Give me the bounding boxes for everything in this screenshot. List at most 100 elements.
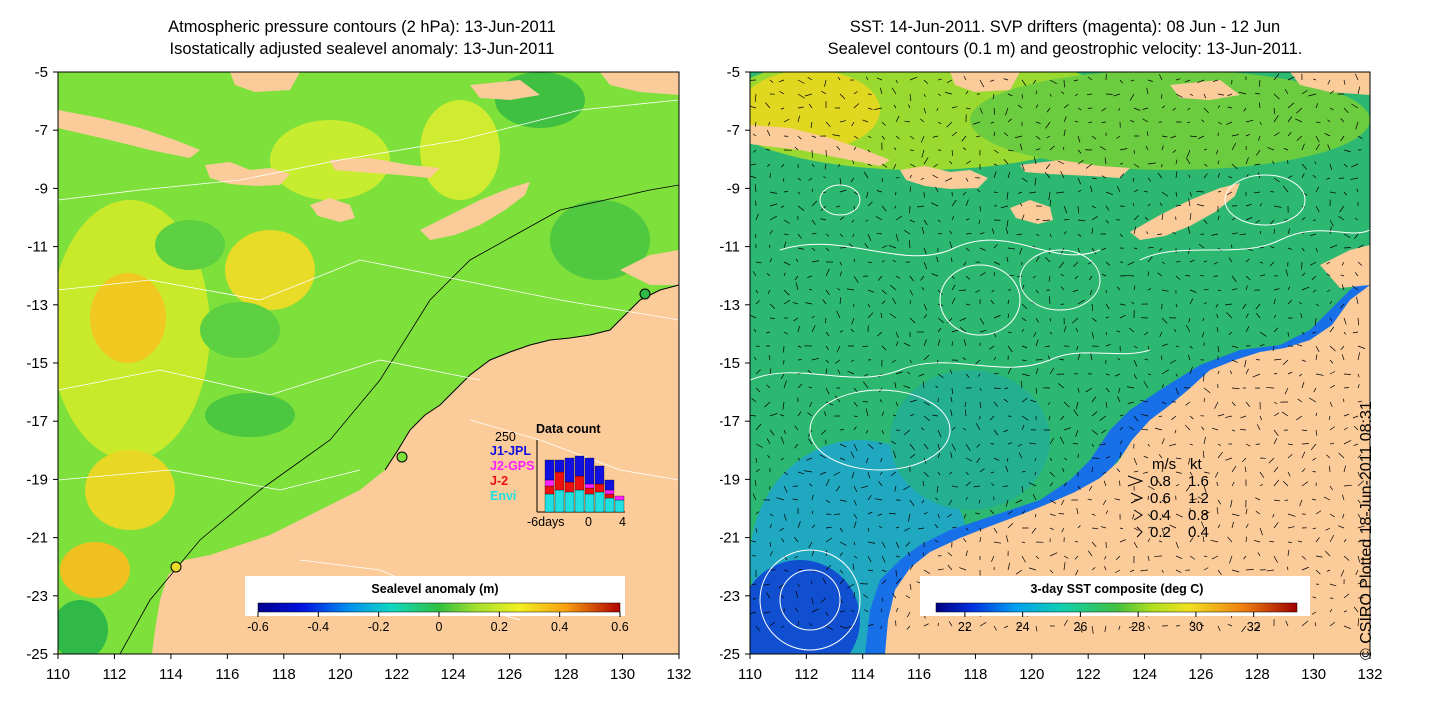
velocity-arrow bbox=[766, 272, 771, 277]
velocity-arrow bbox=[963, 75, 967, 81]
velocity-arrow bbox=[1354, 425, 1359, 431]
velocity-arrow bbox=[1099, 443, 1107, 446]
velocity-arrow bbox=[1272, 513, 1275, 518]
velocity-arrow bbox=[794, 146, 799, 151]
velocity-arrow bbox=[1203, 387, 1211, 394]
velocity-arrow bbox=[1161, 191, 1169, 197]
velocity-arrow bbox=[909, 359, 912, 363]
velocity-arrow bbox=[979, 79, 985, 88]
velocity-arrow bbox=[1091, 466, 1094, 473]
velocity-arrow bbox=[1119, 440, 1123, 445]
velocity-arrow bbox=[1088, 485, 1093, 491]
x-tick-label: 130 bbox=[1301, 666, 1326, 683]
inset-bar-segment bbox=[574, 489, 585, 513]
velocity-arrow bbox=[792, 498, 799, 501]
velocity-arrow bbox=[853, 499, 857, 506]
velocity-arrow bbox=[1226, 121, 1233, 125]
velocity-arrow bbox=[903, 429, 911, 435]
velocity-arrow bbox=[895, 607, 899, 613]
velocity-arrow bbox=[1105, 373, 1110, 376]
inset-bar-segment bbox=[604, 479, 615, 491]
velocity-arrow bbox=[1128, 426, 1135, 431]
velocity-arrow bbox=[1329, 513, 1335, 518]
velocity-arrow bbox=[1315, 345, 1320, 352]
velocity-arrow bbox=[1245, 216, 1253, 221]
velocity-arrow bbox=[1172, 149, 1177, 154]
velocity-arrow bbox=[1129, 327, 1135, 333]
velocity-arrow bbox=[754, 184, 757, 193]
x-tick-label: 118 bbox=[272, 666, 296, 683]
velocity-arrow bbox=[937, 568, 944, 571]
velocity-arrow bbox=[808, 103, 813, 109]
colorbar-tick-label: 32 bbox=[1247, 620, 1261, 634]
x-tick-label: 126 bbox=[497, 666, 522, 683]
velocity-arrow bbox=[1021, 541, 1026, 544]
velocity-arrow bbox=[1021, 373, 1030, 377]
velocity-arrow bbox=[903, 342, 911, 347]
velocity-arrow bbox=[1353, 233, 1359, 240]
velocity-arrow bbox=[975, 423, 981, 431]
velocity-arrow bbox=[783, 261, 791, 266]
bali-lombok-islands bbox=[900, 166, 988, 189]
velocity-arrow bbox=[825, 331, 830, 337]
velocity-arrow bbox=[1015, 569, 1023, 575]
velocity-arrow bbox=[1174, 328, 1177, 333]
velocity-arrow bbox=[769, 551, 774, 557]
velocity-arrow bbox=[931, 273, 939, 277]
velocity-arrow bbox=[1119, 314, 1126, 319]
velocity-arrow bbox=[909, 76, 918, 81]
velocity-arrow bbox=[808, 288, 813, 291]
velocity-arrow bbox=[839, 610, 846, 613]
velocity-arrow bbox=[993, 372, 1000, 375]
velocity-arrow bbox=[1161, 569, 1164, 573]
velocity-arrow bbox=[1244, 359, 1247, 368]
velocity-arrow bbox=[846, 288, 855, 291]
velocity-arrow bbox=[993, 244, 998, 249]
velocity-arrow bbox=[1105, 510, 1109, 515]
velocity-arrow bbox=[1147, 443, 1150, 447]
velocity-arrow bbox=[1119, 527, 1124, 530]
velocity-arrow bbox=[965, 107, 971, 110]
velocity-arrow bbox=[1058, 513, 1065, 515]
velocity-arrow bbox=[979, 107, 983, 114]
australia-landmass bbox=[885, 285, 1370, 654]
velocity-arrow bbox=[867, 163, 872, 166]
velocity-arrow bbox=[959, 567, 967, 571]
velocity-arrow bbox=[1014, 135, 1023, 139]
anomaly-patch bbox=[420, 100, 500, 200]
velocity-arrow bbox=[920, 275, 925, 281]
velocity-arrow bbox=[1217, 121, 1223, 125]
velocity-arrow bbox=[797, 471, 805, 475]
velocity-arrow bbox=[809, 401, 813, 408]
velocity-arrow bbox=[1116, 286, 1121, 291]
velocity-arrow bbox=[1297, 398, 1303, 403]
velocity-arrow bbox=[1216, 507, 1219, 515]
velocity-arrow bbox=[1044, 345, 1051, 348]
velocity-arrow bbox=[951, 297, 956, 305]
velocity-arrow bbox=[1287, 286, 1291, 291]
velocity-arrow bbox=[779, 91, 785, 95]
velocity-arrow bbox=[977, 373, 981, 377]
velocity-arrow bbox=[778, 593, 785, 599]
velocity-arrow bbox=[1147, 538, 1151, 543]
velocity-arrow bbox=[979, 622, 987, 627]
velocity-arrow bbox=[936, 485, 939, 493]
velocity-arrow bbox=[1062, 146, 1065, 151]
velocity-arrow bbox=[1273, 438, 1278, 445]
velocity-arrow bbox=[1309, 233, 1317, 237]
velocity-arrow bbox=[853, 258, 855, 263]
velocity-arrow bbox=[867, 541, 876, 544]
velocity-arrow bbox=[820, 429, 827, 435]
velocity-arrow bbox=[807, 275, 813, 278]
velocity-arrow bbox=[1019, 247, 1023, 255]
velocity-arrow bbox=[1113, 93, 1121, 97]
velocity-arrow bbox=[1063, 231, 1067, 235]
velocity-arrow bbox=[850, 359, 855, 363]
velocity-arrow bbox=[1357, 135, 1363, 140]
velocity-arrow bbox=[755, 300, 760, 305]
velocity-arrow bbox=[881, 260, 885, 263]
velocity-arrow bbox=[1077, 525, 1081, 529]
velocity-arrow bbox=[1245, 508, 1248, 515]
velocity-arrow bbox=[1314, 161, 1317, 165]
velocity-arrow bbox=[881, 163, 888, 168]
